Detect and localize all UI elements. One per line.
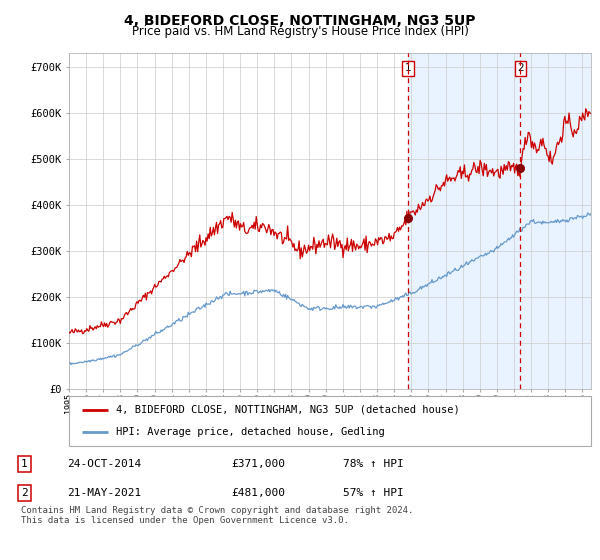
Text: £371,000: £371,000 [231,459,285,469]
Text: 2: 2 [20,488,28,498]
Bar [408,53,591,389]
Text: 57% ↑ HPI: 57% ↑ HPI [343,488,404,498]
Text: HPI: Average price, detached house, Gedling: HPI: Average price, detached house, Gedl… [116,427,385,437]
Text: 24-OCT-2014: 24-OCT-2014 [67,459,141,469]
Text: 1: 1 [20,459,28,469]
FancyBboxPatch shape [69,396,591,446]
Text: 21-MAY-2021: 21-MAY-2021 [67,488,141,498]
Text: 2: 2 [517,63,524,73]
Text: Contains HM Land Registry data © Crown copyright and database right 2024.
This d: Contains HM Land Registry data © Crown c… [20,506,413,525]
Text: 4, BIDEFORD CLOSE, NOTTINGHAM, NG3 5UP: 4, BIDEFORD CLOSE, NOTTINGHAM, NG3 5UP [124,14,476,28]
Text: 4, BIDEFORD CLOSE, NOTTINGHAM, NG3 5UP (detached house): 4, BIDEFORD CLOSE, NOTTINGHAM, NG3 5UP (… [116,405,460,415]
Text: 78% ↑ HPI: 78% ↑ HPI [343,459,404,469]
Text: 1: 1 [405,63,412,73]
Text: Price paid vs. HM Land Registry's House Price Index (HPI): Price paid vs. HM Land Registry's House … [131,25,469,38]
Text: £481,000: £481,000 [231,488,285,498]
